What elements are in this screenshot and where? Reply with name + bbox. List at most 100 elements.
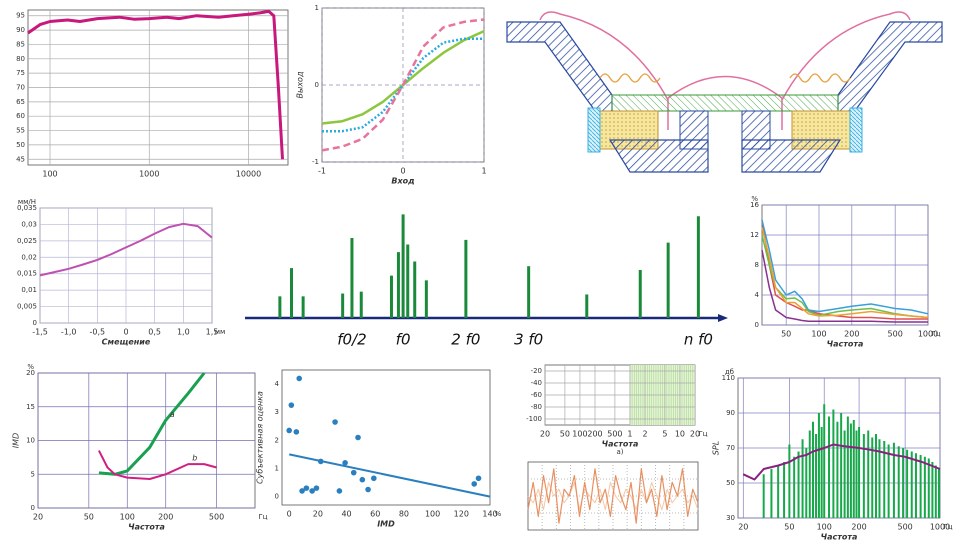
y-tick-label: 8	[755, 261, 759, 269]
scatter-point	[299, 488, 305, 494]
y-tick-label: 0,005	[17, 303, 37, 311]
y-tick-label: 2	[275, 436, 279, 444]
series-label: a	[170, 410, 175, 419]
chart: -1 0 1 -1 0 1 Вход Выход	[296, 4, 487, 186]
plot-frame	[281, 369, 491, 506]
y-tick-label: 0	[33, 319, 37, 327]
series-line	[98, 450, 217, 480]
chart: f0/2 f0 2 f0 3 f0 n f0	[245, 214, 728, 349]
x-tick-label: 50	[781, 330, 791, 339]
x-tick-label: 200	[844, 330, 859, 339]
chart: 0 20 40 60 80 100 120 140 0 1 2 3 4 IMD Субъективная о…	[256, 369, 502, 529]
x-tick-label: 200	[158, 513, 173, 522]
y-tick-label: 12	[750, 231, 759, 239]
x-unit: Гц	[698, 430, 707, 438]
y-tick-label: 75	[16, 69, 25, 77]
x-tick-label: 100	[811, 330, 826, 339]
y-tick-label: 4	[755, 291, 760, 299]
x-tick-label: 120	[454, 510, 469, 519]
y-axis-label: Выход	[296, 71, 305, 98]
scatter-point	[365, 486, 371, 493]
series-line	[288, 453, 491, 498]
y-tick-label: 90	[726, 409, 735, 417]
y-unit: %	[751, 195, 758, 203]
series-label: b	[192, 454, 197, 463]
series-line	[761, 219, 929, 315]
x-tick-label: 1000	[930, 523, 950, 532]
y-tick-label: 85	[16, 40, 25, 48]
x-tick-label: 50	[560, 430, 570, 439]
x-tick-label: 20	[540, 430, 550, 439]
y-tick-label: 10	[26, 437, 35, 445]
note: а)	[616, 448, 623, 456]
y-tick-label: 15	[26, 403, 35, 411]
x-tick-label: 20	[738, 523, 748, 532]
y-tick-label: 0	[755, 321, 759, 329]
y-tick-label: 0,02	[21, 253, 37, 261]
x-tick-label: 100	[817, 523, 832, 532]
x-tick-label: 1	[481, 167, 486, 176]
y-tick-label: 70	[16, 84, 25, 92]
scatter-point	[355, 434, 361, 441]
y-tick-label: -60	[531, 391, 542, 399]
x-tick-label: n f0	[684, 331, 713, 349]
series-line	[98, 372, 206, 476]
x-axis-label: Смещение	[102, 338, 151, 347]
series-line	[39, 222, 213, 277]
x-tick-label: 500	[607, 430, 622, 439]
x-axis-label: Вход	[391, 177, 414, 186]
y-tick-label: 0,015	[17, 270, 37, 278]
y-tick-label: -40	[531, 379, 542, 387]
y-tick-label: 0	[275, 493, 279, 501]
y-unit: дб	[725, 368, 734, 376]
series-line	[761, 219, 928, 320]
chart: 20 50 100 200 500 1 2 5 10 20 -100 -80 -60 -40 -20 Част…	[526, 364, 708, 456]
y-unit: мм/Н	[18, 198, 36, 206]
x-tick-label: 80	[399, 510, 409, 519]
scatter-point	[309, 488, 315, 494]
x-unit: Гц	[258, 513, 267, 521]
scatter-point	[293, 429, 300, 435]
y-tick-label: 0,035	[17, 204, 37, 212]
y-tick-label: 60	[16, 112, 25, 120]
y-tick-label: 90	[16, 26, 25, 34]
x-tick-label: 2 f0	[451, 331, 480, 349]
scatter-point	[475, 475, 482, 482]
y-tick-label: 50	[726, 479, 735, 487]
x-tick-label: 60	[370, 510, 380, 519]
y-tick-label: 20	[26, 369, 35, 377]
speaker-diagram	[506, 11, 943, 173]
scatter-point	[336, 488, 343, 494]
chart: 50 100 200 500 1000 0 4 8 12 16 Частота% Гц	[750, 195, 941, 349]
scatter-point	[286, 427, 292, 434]
y-tick-label: -100	[526, 415, 542, 423]
x-tick-label: 500	[888, 330, 903, 339]
chart: 20 50 100 200 500 1000 30 50 70 90 110 Частота SPL дб…	[712, 368, 953, 542]
x-tick-label: 2	[642, 430, 647, 439]
x-tick-label: 10000	[236, 170, 261, 179]
y-tick-label: -80	[531, 403, 542, 411]
x-tick-label: 5	[662, 430, 667, 439]
x-tick-label: 100	[42, 170, 57, 179]
x-tick-label: 1,0	[177, 328, 190, 337]
y-tick-label: 1	[275, 464, 279, 472]
x-tick-label: -1,0	[61, 328, 77, 337]
y-tick-label: 3	[275, 408, 279, 416]
x-unit: Гц	[931, 330, 940, 338]
y-tick-label: 0	[315, 81, 319, 89]
scatter-point	[471, 481, 478, 487]
y-tick-label: 50	[16, 141, 25, 149]
y-axis-label: Субъективная оценка	[256, 391, 265, 484]
series-line	[322, 37, 484, 133]
x-unit: Гц	[943, 523, 952, 531]
y-tick-label: 70	[726, 444, 735, 452]
y-tick-label: 5	[31, 470, 35, 478]
chart: 100 1000 10000 45 50 55 60 65 70 75 80 85 90 95	[16, 9, 289, 179]
x-tick-label: -1,5	[32, 328, 48, 337]
scatter-point	[313, 485, 320, 491]
chart: -1,5 -1,0 -0,5 0 0,5 1,0 1,5 0 0,005 0,01 0,015 0,0…	[17, 198, 225, 347]
x-tick-label: 0,5	[148, 328, 161, 337]
x-tick-label: 0	[123, 328, 128, 337]
y-axis-label: IMD	[12, 433, 21, 448]
x-tick-label: 100	[572, 430, 587, 439]
